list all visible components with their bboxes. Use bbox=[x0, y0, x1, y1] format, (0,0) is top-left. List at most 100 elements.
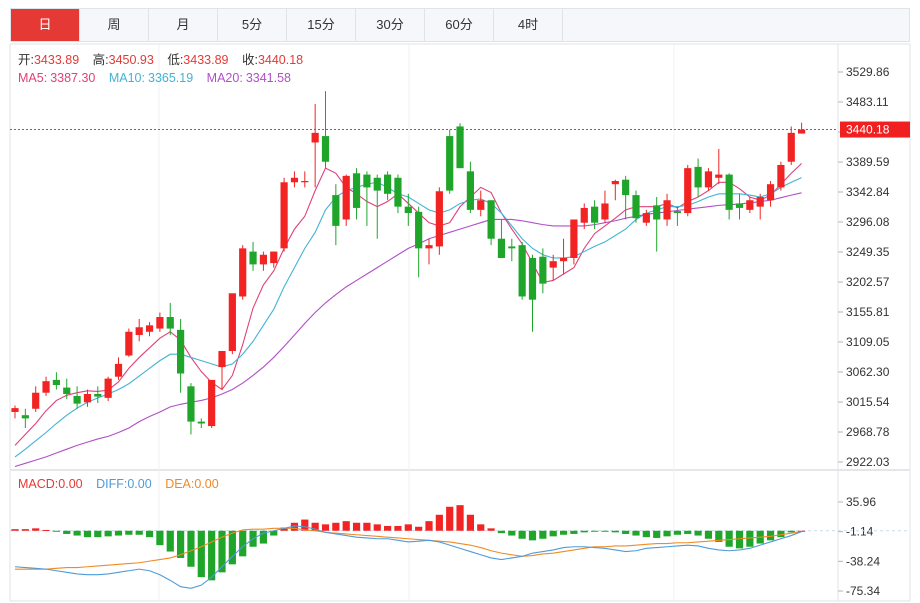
macd-histogram-bar bbox=[270, 530, 278, 536]
candle-body bbox=[425, 245, 433, 249]
macd-histogram-bar bbox=[632, 530, 640, 536]
macd-axis-tick-label: 35.96 bbox=[846, 495, 876, 509]
macd-histogram-bar bbox=[642, 530, 650, 538]
macd-histogram-bar bbox=[332, 522, 340, 531]
ma20-label: MA20: bbox=[207, 71, 243, 85]
candle-body bbox=[259, 254, 267, 265]
macd-histogram-bar bbox=[373, 524, 381, 531]
macd-histogram-bar bbox=[622, 530, 630, 534]
macd-histogram-bar bbox=[549, 530, 557, 537]
macd-axis-tick-label: -75.34 bbox=[846, 584, 880, 598]
macd-histogram-bar bbox=[125, 530, 133, 535]
candle-body bbox=[21, 415, 29, 419]
macd-histogram-bar bbox=[497, 530, 506, 534]
macd-histogram-bar bbox=[746, 530, 754, 547]
candle-body bbox=[197, 421, 205, 424]
candle-body bbox=[694, 166, 702, 188]
macd-histogram-bar bbox=[311, 522, 319, 531]
candle-body bbox=[735, 203, 744, 208]
macd-histogram-bar bbox=[11, 529, 19, 531]
open-label: 开: bbox=[18, 53, 34, 67]
macd-histogram-bar bbox=[280, 527, 288, 531]
candle-body bbox=[580, 207, 588, 223]
candle-body bbox=[42, 381, 50, 393]
candle-body bbox=[622, 179, 630, 196]
macd-histogram-bar bbox=[94, 530, 102, 538]
open-value: 3433.89 bbox=[34, 53, 79, 67]
macd-histogram-bar bbox=[518, 530, 526, 539]
macd-label: MACD: bbox=[18, 477, 58, 491]
candle-body bbox=[384, 174, 392, 194]
candle-body bbox=[746, 200, 754, 210]
macd-histogram-bar bbox=[539, 530, 547, 539]
candle-body bbox=[446, 136, 454, 191]
candle-body bbox=[321, 136, 330, 162]
macd-histogram-bar bbox=[528, 530, 537, 541]
tab-7[interactable]: 4时 bbox=[494, 9, 563, 41]
candle-body bbox=[301, 180, 309, 183]
candle-body bbox=[559, 257, 568, 262]
dea-value: 0.00 bbox=[194, 477, 218, 491]
candle-body bbox=[239, 248, 247, 297]
macd-histogram-bar bbox=[673, 530, 681, 535]
tab-6[interactable]: 60分 bbox=[425, 9, 494, 41]
candle-body bbox=[52, 379, 60, 386]
candle-body bbox=[653, 205, 661, 220]
candle-body bbox=[63, 387, 71, 395]
price-axis-tick-label: 2968.78 bbox=[846, 425, 890, 439]
candle-body bbox=[187, 386, 195, 422]
high-value: 3450.93 bbox=[109, 53, 154, 67]
macd-axis-tick-label: -1.14 bbox=[846, 525, 874, 539]
macd-histogram-bar bbox=[466, 514, 474, 531]
candle-body bbox=[725, 174, 733, 210]
tab-4[interactable]: 15分 bbox=[287, 9, 356, 41]
macd-histogram-bar bbox=[239, 530, 247, 557]
macd-histogram-bar bbox=[477, 524, 485, 531]
macd-histogram-bar bbox=[301, 519, 309, 531]
macd-histogram-bar bbox=[166, 530, 174, 552]
ma10-value: 3365.19 bbox=[148, 71, 193, 85]
low-value: 3433.89 bbox=[183, 53, 228, 67]
candle-body bbox=[591, 206, 599, 223]
tab-1[interactable]: 周 bbox=[80, 9, 149, 41]
ma5-value: 3387.30 bbox=[50, 71, 95, 85]
candle-body bbox=[342, 175, 350, 220]
macd-histogram-bar bbox=[21, 529, 29, 531]
macd-histogram-bar bbox=[456, 505, 464, 531]
macd-histogram-bar bbox=[156, 530, 164, 546]
ma20-value: 3341.58 bbox=[246, 71, 291, 85]
macd-histogram-bar bbox=[63, 530, 71, 534]
macd-histogram-bar bbox=[591, 530, 599, 532]
diff-value: 0.00 bbox=[127, 477, 151, 491]
tab-5[interactable]: 30分 bbox=[356, 9, 425, 41]
candle-body bbox=[632, 195, 640, 219]
candle-body bbox=[166, 317, 174, 329]
price-axis-tick-label: 3529.86 bbox=[846, 65, 890, 79]
macd-histogram-bar bbox=[704, 530, 713, 539]
price-axis-tick-label: 2922.03 bbox=[846, 455, 890, 469]
candle-body bbox=[394, 177, 402, 207]
candle-body bbox=[777, 164, 785, 188]
tab-2[interactable]: 月 bbox=[149, 9, 218, 41]
candle-body bbox=[404, 206, 412, 214]
candle-body bbox=[228, 293, 236, 352]
candle-body bbox=[415, 211, 423, 249]
tab-3[interactable]: 5分 bbox=[218, 9, 287, 41]
macd-axis-tick-label: -38.24 bbox=[846, 554, 880, 568]
candle-body bbox=[673, 211, 681, 214]
diff-line bbox=[14, 525, 802, 589]
tab-0[interactable]: 日 bbox=[11, 9, 80, 41]
macd-histogram-bar bbox=[114, 530, 123, 536]
macd-histogram-bar bbox=[435, 514, 443, 531]
macd-histogram-bar bbox=[725, 530, 733, 547]
candle-body bbox=[766, 184, 775, 201]
candle-body bbox=[311, 132, 319, 143]
candle-body bbox=[73, 395, 81, 404]
macd-histogram-bar bbox=[352, 522, 361, 531]
macd-histogram-bar bbox=[735, 530, 744, 549]
candle-body bbox=[528, 257, 537, 300]
candle-body bbox=[32, 392, 40, 409]
macd-histogram-bar bbox=[559, 530, 568, 535]
candle-body bbox=[145, 325, 154, 332]
